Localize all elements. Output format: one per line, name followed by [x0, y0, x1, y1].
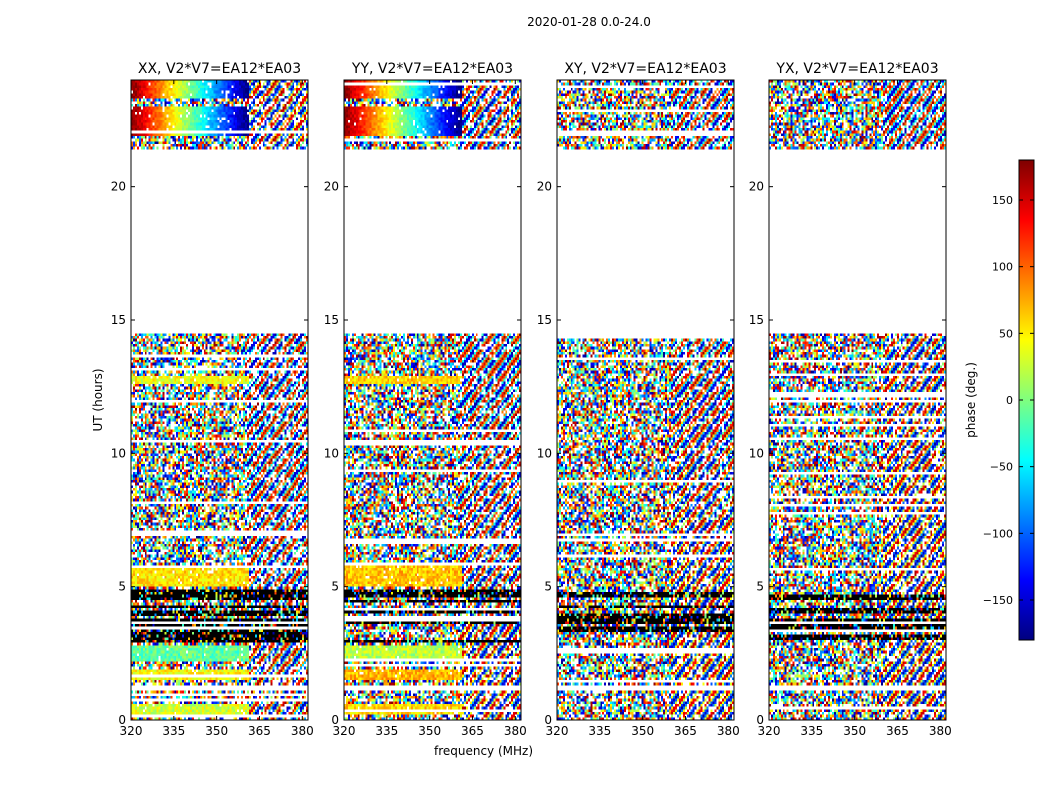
- x-tick-label: 380: [504, 724, 527, 738]
- panel-3: YX, V2*V7=EA12*EA03 320 335 350 365 380 0 5 10 15…: [749, 61, 952, 738]
- y-tick-label: 15: [537, 313, 552, 327]
- y-tick-label: 10: [537, 446, 552, 460]
- x-tick-label: 350: [418, 724, 441, 738]
- y-tick-label: 5: [544, 580, 552, 594]
- x-tick-label: 335: [162, 724, 185, 738]
- y-tick-label: 15: [111, 313, 126, 327]
- y-tick-label: 10: [111, 446, 126, 460]
- axes-frame: [556, 79, 735, 721]
- panel-title: XY, V2*V7=EA12*EA03: [564, 61, 726, 77]
- y-tick-label: 15: [324, 313, 339, 327]
- x-tick-label: 350: [205, 724, 228, 738]
- y-tick-label: 20: [537, 180, 552, 194]
- x-tick-label: 380: [717, 724, 740, 738]
- phase-raster: [557, 80, 734, 720]
- phase-raster: [131, 80, 308, 720]
- y-tick-label: 10: [324, 446, 339, 460]
- panel-title: XX, V2*V7=EA12*EA03: [138, 61, 301, 77]
- y-tick-label: 0: [756, 713, 764, 727]
- y-tick-label: 15: [749, 313, 764, 327]
- figure-suptitle: 2020-01-28 0.0-24.0: [527, 15, 651, 29]
- colorbar: −150 −100 −50 0 50 100 150 phase (deg.): [964, 159, 1035, 641]
- y-tick-label: 20: [111, 180, 126, 194]
- x-tick-label: 335: [588, 724, 611, 738]
- x-tick-label: 335: [800, 724, 823, 738]
- colorbar-tick-label: −150: [983, 594, 1013, 607]
- x-tick-label: 320: [546, 724, 569, 738]
- phase-raster: [344, 80, 521, 720]
- y-tick-label: 5: [118, 580, 126, 594]
- colorbar-tick-label: 150: [992, 194, 1013, 207]
- y-tick-label: 20: [749, 180, 764, 194]
- x-tick-label: 380: [929, 724, 952, 738]
- colorbar-tick-label: 50: [999, 327, 1013, 340]
- y-tick-label: 5: [756, 580, 764, 594]
- colorbar-tick-label: −50: [990, 461, 1013, 474]
- y-tick-label: 5: [331, 580, 339, 594]
- axes-frame: [130, 79, 309, 721]
- panel-title: YX, V2*V7=EA12*EA03: [775, 61, 938, 77]
- colorbar-tick-label: 100: [992, 261, 1013, 274]
- y-tick-label: 10: [749, 446, 764, 460]
- colorbar-label: phase (deg.): [964, 362, 978, 438]
- x-tick-label: 365: [248, 724, 271, 738]
- panel-title: YY, V2*V7=EA12*EA03: [351, 61, 513, 77]
- colorbar-tick-label: −100: [983, 527, 1013, 540]
- x-tick-label: 365: [674, 724, 697, 738]
- x-tick-label: 365: [886, 724, 909, 738]
- panels-group: XX, V2*V7=EA12*EA03 320 335 350 365 380 0 5 10 15…: [111, 61, 952, 738]
- panel-2: XY, V2*V7=EA12*EA03 320 335 350 365 380 0 5 10 15…: [537, 61, 740, 738]
- y-tick-label: 20: [324, 180, 339, 194]
- phase-raster: [769, 80, 946, 720]
- panel-1: YY, V2*V7=EA12*EA03 320 335 350 365 380 0 5 10 15…: [324, 61, 527, 738]
- x-tick-label: 335: [375, 724, 398, 738]
- x-tick-label: 350: [631, 724, 654, 738]
- y-tick-label: 0: [544, 713, 552, 727]
- x-axis-label: frequency (MHz): [434, 744, 533, 758]
- y-tick-label: 0: [118, 713, 126, 727]
- axes-frame: [343, 79, 522, 721]
- colorbar-tick-label: 0: [1006, 394, 1013, 407]
- y-tick-label: 0: [331, 713, 339, 727]
- y-axis-label: UT (hours): [91, 368, 105, 431]
- x-tick-label: 350: [843, 724, 866, 738]
- x-tick-label: 365: [461, 724, 484, 738]
- x-tick-label: 320: [333, 724, 356, 738]
- x-tick-label: 380: [291, 724, 314, 738]
- x-tick-label: 320: [758, 724, 781, 738]
- panel-0: XX, V2*V7=EA12*EA03 320 335 350 365 380 0 5 10 15…: [111, 61, 314, 738]
- x-tick-label: 320: [120, 724, 143, 738]
- axes-frame: [768, 79, 947, 721]
